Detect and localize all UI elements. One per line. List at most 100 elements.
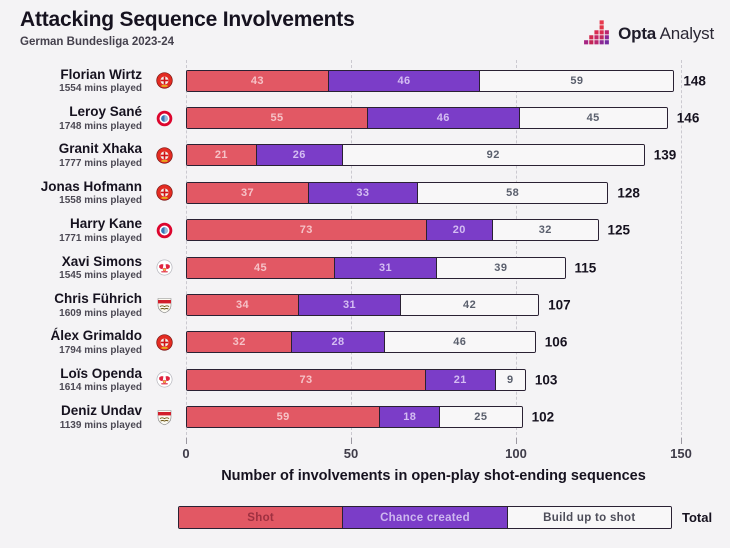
segment-value: 9	[506, 373, 514, 386]
stacked-bar: 37 33 58	[186, 181, 609, 204]
bar-track: 55 46 45 146	[186, 99, 699, 136]
chance-created-segment: 46	[366, 108, 519, 129]
player-row: Loïs Openda 1614 mins played 73 21 9 103	[0, 361, 730, 398]
player-label: Álex Grimaldo 1794 mins played	[0, 328, 142, 356]
opta-logo-icon	[583, 16, 611, 51]
legend-bar: Shot Chance created Build up to shot	[178, 506, 672, 529]
chance-created-segment: 33	[307, 182, 417, 203]
player-name: Deniz Undav	[60, 403, 142, 419]
player-minutes: 1794 mins played	[59, 344, 142, 356]
shot-segment: 55	[187, 108, 367, 129]
axis-tick	[186, 438, 187, 444]
segment-value: 32	[538, 224, 552, 237]
segment-value: 18	[403, 411, 417, 424]
player-name: Álex Grimaldo	[50, 328, 142, 344]
segment-value: 26	[292, 149, 306, 162]
segment-value: 32	[232, 336, 246, 349]
opta-brand-bold: Opta	[618, 23, 657, 43]
legend-build-up-swatch: Build up to shot	[506, 507, 671, 528]
legend-shot-swatch: Shot	[179, 507, 343, 528]
leverkusen-badge-icon	[142, 184, 186, 202]
shot-segment: 32	[187, 332, 292, 353]
total-value: 107	[548, 297, 571, 313]
segment-value: 25	[474, 411, 488, 424]
player-name: Loïs Openda	[60, 365, 142, 381]
player-label: Leroy Sané 1748 mins played	[0, 104, 142, 132]
legend-total-label: Total	[682, 510, 713, 525]
axis-tick	[351, 438, 352, 444]
total-value: 139	[653, 147, 677, 163]
player-row: Deniz Undav 1139 mins played 59 18 25 102	[0, 399, 730, 436]
player-minutes: 1545 mins played	[59, 270, 142, 282]
stacked-bar: 45 31 39	[186, 256, 566, 279]
segment-value: 34	[235, 299, 249, 312]
shot-segment: 59	[187, 407, 380, 428]
segment-value: 45	[253, 261, 267, 274]
segment-value: 31	[379, 261, 393, 274]
build-up-to-shot-segment: 46	[383, 332, 535, 353]
gridline	[516, 60, 517, 440]
total-value: 106	[544, 334, 568, 350]
gridline-layer	[186, 60, 682, 440]
segment-value: 33	[356, 186, 370, 199]
x-axis-label: Number of involvements in open-play shot…	[221, 468, 646, 484]
player-name: Leroy Sané	[69, 104, 142, 120]
stacked-bar: 43 46 59	[186, 69, 675, 92]
axis-tick-label: 50	[343, 446, 359, 461]
player-minutes: 1777 mins played	[59, 157, 142, 169]
legend-chance-created-swatch: Chance created	[342, 507, 507, 528]
player-label: Jonas Hofmann 1558 mins played	[0, 179, 142, 207]
leverkusen-badge-icon	[142, 334, 186, 351]
gridline	[351, 60, 352, 440]
chance-created-segment: 26	[255, 145, 342, 166]
segment-value: 21	[214, 149, 228, 162]
total-value: 125	[607, 222, 631, 238]
leverkusen-badge-icon	[142, 72, 186, 89]
stacked-bar: 34 31 42	[186, 294, 540, 317]
chart-rows: Florian Wirtz 1554 mins played 43 46 59 148 Le…	[0, 62, 730, 436]
axis-tick-label: 100	[505, 446, 527, 461]
leipzig-badge-icon	[142, 371, 186, 388]
player-label: Harry Kane 1771 mins played	[0, 216, 142, 244]
player-row: Álex Grimaldo 1794 mins played 32 28 46 106	[0, 324, 730, 361]
bar-track: 45 31 39 115	[186, 249, 681, 286]
player-minutes: 1139 mins played	[59, 419, 142, 431]
shot-segment: 73	[187, 369, 426, 390]
chance-created-segment: 46	[327, 70, 480, 91]
stacked-bar: 21 26 92	[186, 144, 645, 167]
player-name: Harry Kane	[69, 216, 142, 232]
player-minutes: 1771 mins played	[59, 232, 142, 244]
stacked-bar: 59 18 25	[186, 406, 523, 429]
opta-brand-light: Analyst	[659, 23, 715, 43]
stacked-bar: 73 21 9	[186, 368, 526, 391]
opta-logo-text: Opta Analyst	[618, 24, 714, 44]
bar-track: 59 18 25 102	[186, 399, 681, 436]
player-name: Granit Xhaka	[58, 141, 142, 157]
player-row: Harry Kane 1771 mins played 73 20 32 125	[0, 212, 730, 249]
segment-value: 39	[494, 261, 508, 274]
chance-created-segment: 31	[297, 295, 401, 316]
build-up-to-shot-segment: 32	[491, 220, 598, 241]
player-row: Florian Wirtz 1554 mins played 43 46 59 148	[0, 62, 730, 99]
axis-tick	[681, 438, 682, 444]
stuttgart-badge-icon	[142, 297, 186, 314]
player-row: Chris Führich 1609 mins played 34 31 42 107	[0, 286, 730, 323]
shot-segment: 21	[187, 145, 256, 166]
bar-track: 37 33 58 128	[186, 174, 681, 211]
stacked-bar: 55 46 45	[186, 107, 668, 130]
segment-value: 46	[453, 336, 467, 349]
total-value: 102	[531, 409, 555, 425]
header: Attacking Sequence Involvements German B…	[20, 8, 355, 48]
axis-tick-label: 150	[670, 446, 692, 461]
bar-track: 34 31 42 107	[186, 286, 681, 323]
player-row: Granit Xhaka 1777 mins played 21 26 92 139	[0, 137, 730, 174]
bayern-badge-icon	[142, 110, 186, 127]
segment-value: 73	[299, 224, 313, 237]
leverkusen-badge-icon	[142, 147, 186, 164]
gridline	[681, 60, 682, 440]
segment-value: 42	[463, 299, 477, 312]
axis-tick-label: 0	[182, 446, 190, 461]
bar-track: 73 21 9 103	[186, 361, 681, 398]
segment-value: 45	[586, 112, 600, 125]
build-up-to-shot-segment: 42	[400, 295, 539, 316]
